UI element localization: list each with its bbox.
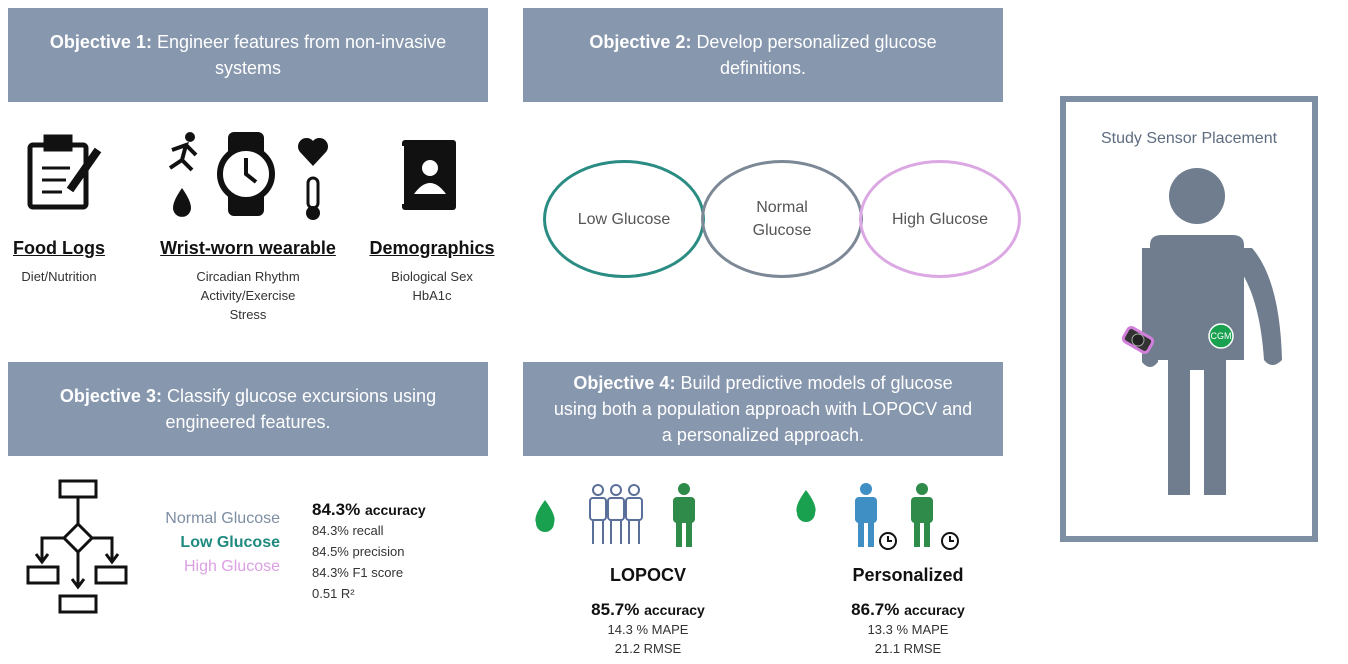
body-figure: CGM [0,0,1,1]
thermometer-icon [306,178,320,220]
objective-label: Objective 3: [60,386,162,406]
objective-box: Objective 3:Classify glucose excursions … [8,362,488,456]
metric: 13.3 % MAPE [808,620,1008,639]
source-title: Food Logs [4,238,114,259]
class-list: Normal Glucose Low Glucose High Glucose [140,507,280,579]
metric: 14.3 % MAPE [548,620,748,639]
source-item: Diet/Nutrition [4,267,114,286]
source-item: Biological Sex [362,267,502,286]
objective-desc: Classify glucose excursions using engine… [165,386,436,432]
objective-text: Objective 2:Develop personalized glucose… [553,29,973,81]
model-result: LOPOCV 85.7% accuracy 14.3 % MAPE 21.2 R… [548,565,748,658]
objective-desc: Engineer features from non-invasive syst… [157,32,446,78]
metric: 21.1 RMSE [808,639,1008,658]
model-name: LOPOCV [548,565,748,586]
glucose-circle: Normal Glucose [701,160,863,278]
source-title: Demographics [362,238,502,259]
accuracy: 86.7% accuracy [808,600,1008,620]
cgm-label: CGM [1211,331,1232,341]
glucose-label: Normal Glucose [726,196,838,242]
source: Wrist-worn wearable Circadian Rhythm Act… [148,238,348,324]
objective-box: Objective 2:Develop personalized glucose… [523,8,1003,102]
model-result: Personalized 86.7% accuracy 13.3 % MAPE … [808,565,1008,658]
objective-text: Objective 4:Build predictive models of g… [553,370,973,448]
source-item: Stress [148,305,348,324]
class-label: High Glucose [140,555,280,579]
objective-label: Objective 4: [573,373,675,393]
clipboard-icon [30,137,98,207]
contact-book-icon [398,140,456,210]
glucose-label: Low Glucose [578,208,671,231]
heart-icon [298,138,328,166]
source-item: Circadian Rhythm [148,267,348,286]
watch-icon [220,132,272,216]
objective-box: Objective 1:Engineer features from non-i… [8,8,488,102]
classification-metrics: 84.3% accuracy 84.3% recall 84.5% precis… [312,500,426,604]
panel-title: Study Sensor Placement [1066,130,1312,148]
accuracy-value: 84.3% [312,500,360,519]
source-item: Activity/Exercise [148,286,348,305]
objective-label: Objective 1: [50,32,152,52]
glucose-circle: High Glucose [859,160,1021,278]
accuracy: 85.7% accuracy [548,600,748,620]
accuracy-label: accuracy [904,602,965,618]
objective-text: Objective 1:Engineer features from non-i… [38,29,458,81]
glucose-label: High Glucose [892,208,988,231]
objective-label: Objective 2: [589,32,691,52]
class-label: Low Glucose [140,531,280,555]
accuracy: 84.3% accuracy [312,500,426,520]
model-name: Personalized [808,565,1008,586]
drop-icon [173,188,191,217]
objective-box: Objective 4:Build predictive models of g… [523,362,1003,456]
glucose-circle: Low Glucose [543,160,705,278]
source-item: HbA1c [362,286,502,305]
source: Food Logs Diet/Nutrition [4,238,114,286]
accuracy-label: accuracy [644,602,705,618]
objective-desc: Develop personalized glucose definitions… [696,32,936,78]
class-label: Normal Glucose [140,507,280,531]
runner-icon [170,132,196,170]
accuracy-label: accuracy [365,502,426,518]
metric: 0.51 R² [312,583,426,604]
metric: 84.3% recall [312,520,426,541]
metric: 21.2 RMSE [548,639,748,658]
infographic: Objective 1:Engineer features from non-i… [0,0,1348,664]
metric: 84.5% precision [312,541,426,562]
metric: 84.3% F1 score [312,562,426,583]
objective-text: Objective 3:Classify glucose excursions … [38,383,458,435]
source: Demographics Biological Sex HbA1c [362,238,502,305]
accuracy-value: 86.7% [851,600,899,619]
source-title: Wrist-worn wearable [148,238,348,259]
accuracy-value: 85.7% [591,600,639,619]
